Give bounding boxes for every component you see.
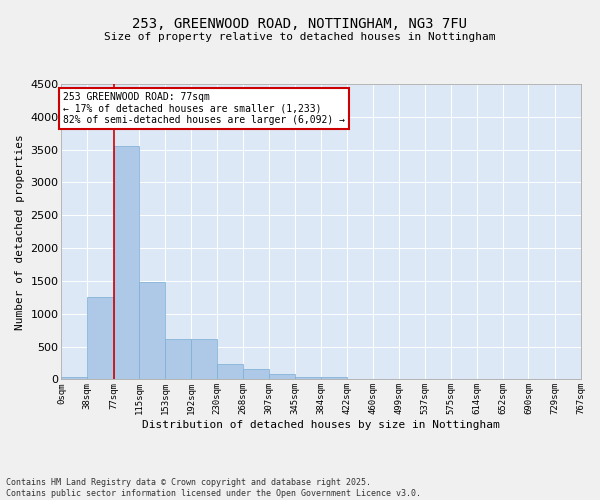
Text: 253, GREENWOOD ROAD, NOTTINGHAM, NG3 7FU: 253, GREENWOOD ROAD, NOTTINGHAM, NG3 7FU [133, 18, 467, 32]
Bar [269, 374, 295, 380]
X-axis label: Distribution of detached houses by size in Nottingham: Distribution of detached houses by size … [142, 420, 500, 430]
Bar [243, 369, 269, 380]
Bar [165, 338, 191, 380]
Bar [295, 377, 322, 380]
Bar [191, 338, 217, 380]
Text: Size of property relative to detached houses in Nottingham: Size of property relative to detached ho… [104, 32, 496, 42]
Bar [87, 296, 113, 380]
Text: 253 GREENWOOD ROAD: 77sqm
← 17% of detached houses are smaller (1,233)
82% of se: 253 GREENWOOD ROAD: 77sqm ← 17% of detac… [63, 92, 345, 125]
Bar [113, 146, 139, 380]
Bar [61, 378, 87, 380]
Bar [139, 282, 165, 380]
Bar [322, 378, 347, 380]
Text: Contains HM Land Registry data © Crown copyright and database right 2025.
Contai: Contains HM Land Registry data © Crown c… [6, 478, 421, 498]
Bar [217, 364, 243, 380]
Y-axis label: Number of detached properties: Number of detached properties [15, 134, 25, 330]
